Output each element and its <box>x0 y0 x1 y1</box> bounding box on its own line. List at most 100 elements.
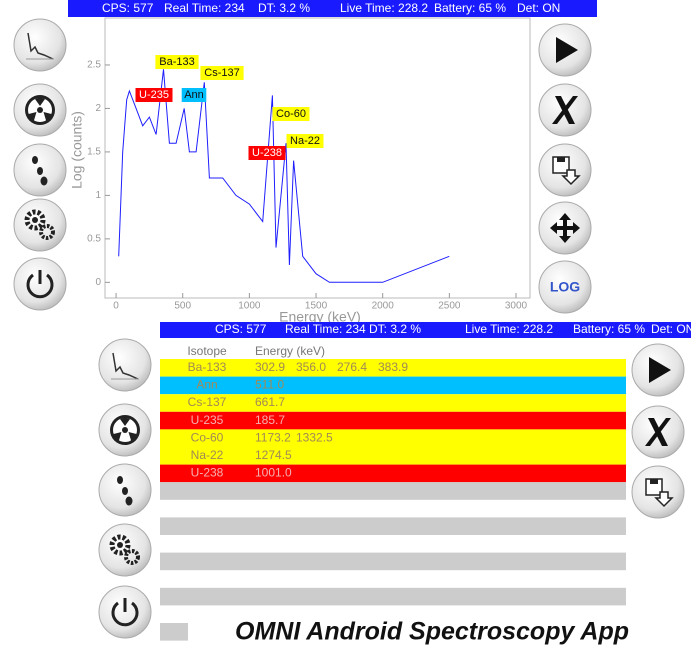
table-row <box>160 447 626 465</box>
status-texts: CPS: 577 Real Time: 234 DT: 3.2 % Live Time… <box>102 1 560 15</box>
play-button[interactable] <box>538 23 592 77</box>
x-tick-label: 500 <box>174 301 191 312</box>
y-tick-label: 0 <box>95 277 101 288</box>
annotation-box <box>272 107 310 121</box>
table-row <box>160 394 626 412</box>
energy-cell: 511.0 <box>255 378 284 392</box>
annotation-label: Na-22 <box>290 135 320 147</box>
power-button[interactable] <box>98 585 152 639</box>
steps-button[interactable] <box>13 143 67 197</box>
annotation-label: Ba-133 <box>159 56 194 68</box>
x-tick-label: 2500 <box>438 301 461 312</box>
right-buttons <box>631 343 685 519</box>
status-item: Det: ON <box>517 1 560 15</box>
empty-row <box>160 517 626 535</box>
empty-row <box>160 482 626 500</box>
annotation-box <box>135 88 173 102</box>
empty-row <box>160 552 626 571</box>
empty-row <box>160 587 626 606</box>
settings-button[interactable] <box>98 523 152 577</box>
log-button[interactable]: LOG <box>538 260 592 314</box>
clear-button[interactable] <box>538 83 592 137</box>
status-bar <box>160 322 691 338</box>
status-item: Live Time: 228.2 <box>340 1 428 15</box>
annotation-label: Ann <box>184 89 204 101</box>
energy-cell: 356.0 <box>296 360 326 374</box>
y-axis-label: Log (counts) <box>69 111 85 189</box>
status-item: DT: 3.2 % <box>369 322 421 336</box>
status-item: CPS: 577 <box>215 322 267 336</box>
x-tick-label: 2000 <box>372 301 395 312</box>
y-tick-label: 2 <box>95 103 101 114</box>
energy-cell: 1274.5 <box>255 448 292 462</box>
status-item: Det: ON <box>651 322 691 336</box>
status-item: Real Time: 234 <box>164 1 245 15</box>
annotation-label: U-235 <box>139 89 169 101</box>
save-button[interactable] <box>631 465 685 519</box>
save-button[interactable] <box>538 143 592 197</box>
x-tick-label: 3000 <box>505 301 528 312</box>
x-axis-label: Energy (keV) <box>279 309 361 325</box>
status-item: Battery: 65 % <box>573 322 645 336</box>
spectrum-button[interactable] <box>13 18 67 72</box>
table-row <box>160 429 626 447</box>
caption-box <box>188 607 691 653</box>
isotope-cell: Cs-137 <box>188 395 227 409</box>
table-row <box>160 376 626 395</box>
play-button[interactable] <box>631 343 685 397</box>
y-tick-label: 2.5 <box>87 60 101 71</box>
left-buttons <box>98 338 152 639</box>
energy-cell: 185.7 <box>255 413 285 427</box>
caption: OMNI Android Spectroscopy App <box>235 618 629 646</box>
x-tick-label: 0 <box>113 301 119 312</box>
plot: 0 0.5 1 1.5 2 2.5 0 500 1000 1500 2000 2500 3000 Ba-1… <box>87 55 528 312</box>
annotation-label: U-238 <box>252 147 282 159</box>
energy-cell: 276.4 <box>337 360 367 374</box>
status-item: Live Time: 228.2 <box>465 322 553 336</box>
spectrum-line <box>118 69 450 283</box>
annotation-box <box>286 134 324 148</box>
annotation-box <box>200 66 244 80</box>
status-item: DT: 3.2 % <box>258 1 310 15</box>
spectrum-button[interactable] <box>98 338 152 392</box>
header-cell: Isotope <box>187 344 227 358</box>
isotope-cell: U-235 <box>191 413 224 427</box>
table-row <box>160 359 626 377</box>
isotope-button[interactable] <box>98 403 152 457</box>
annotation-box <box>181 88 207 102</box>
y-tick-label: 0.5 <box>87 234 101 245</box>
isotope-button[interactable] <box>13 83 67 137</box>
annotation-label: Cs-137 <box>204 67 239 79</box>
annotation-box <box>248 146 286 160</box>
status-item: CPS: 577 <box>102 1 154 15</box>
header-cell: Energy (keV) <box>255 344 325 358</box>
isotope-table: Isotope Energy (keV) Ba-133 302.9 356.0 276.4… <box>160 344 626 641</box>
log-label: LOG <box>550 279 580 295</box>
isotope-cell: Ann <box>196 378 217 392</box>
x-tick-label: 1000 <box>238 301 261 312</box>
status-bar <box>68 0 597 17</box>
steps-button[interactable] <box>98 463 152 517</box>
table-row <box>160 411 626 430</box>
annotation-label: Co-60 <box>276 108 306 120</box>
status-item: Battery: 65 % <box>434 1 506 15</box>
energy-cell: 1001.0 <box>255 466 292 480</box>
clear-button[interactable] <box>631 405 685 459</box>
settings-button[interactable] <box>13 198 67 252</box>
right-buttons: LOG <box>538 23 592 314</box>
y-tick-label: 1 <box>95 190 101 201</box>
status-item: Real Time: 234 <box>285 322 366 336</box>
power-button[interactable] <box>13 257 67 311</box>
isotope-cell: Ba-133 <box>188 360 227 374</box>
x-tick-label: 1500 <box>305 301 328 312</box>
isotope-cell: U-238 <box>191 466 224 480</box>
isotope-cell: Na-22 <box>191 448 224 462</box>
move-button[interactable] <box>538 201 592 255</box>
table-row <box>160 464 626 483</box>
status-texts: CPS: 577 Real Time: 234 DT: 3.2 % Live Time… <box>215 322 691 336</box>
energy-cell: 661.7 <box>255 395 285 409</box>
isotope-cell: Co-60 <box>191 430 224 444</box>
y-tick-label: 1.5 <box>87 147 101 158</box>
